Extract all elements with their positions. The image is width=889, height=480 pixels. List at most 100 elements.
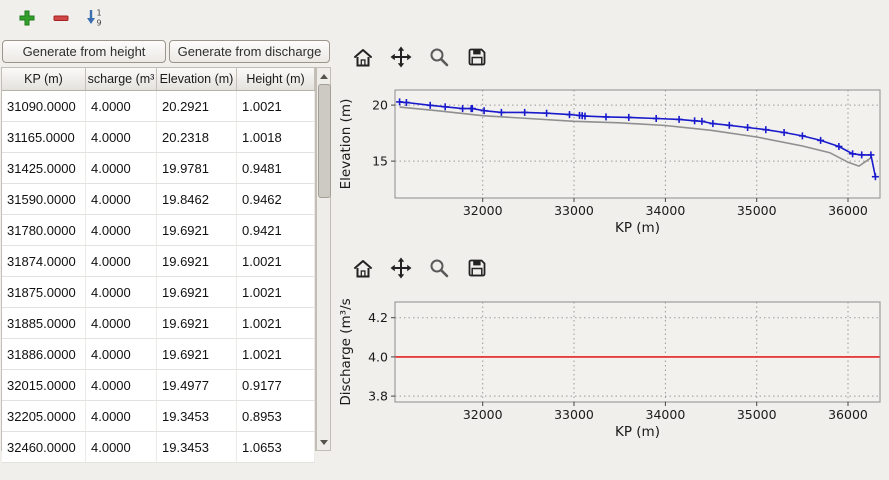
save-button[interactable] xyxy=(462,253,492,283)
table-cell[interactable]: 31165.0000 xyxy=(2,122,86,152)
table-cell[interactable]: 4.0000 xyxy=(86,215,157,245)
table-cell[interactable]: 4.0000 xyxy=(86,401,157,431)
table-cell[interactable]: 19.6921 xyxy=(157,339,237,369)
table-cell[interactable]: 4.0000 xyxy=(86,277,157,307)
column-header-kp[interactable]: KP (m) xyxy=(2,68,86,90)
column-header-discharge[interactable]: scharge (m³ xyxy=(86,68,157,90)
table-cell[interactable]: 20.2318 xyxy=(157,122,237,152)
table-cell[interactable]: 32205.0000 xyxy=(2,401,86,431)
table-header-row: KP (m) scharge (m³ Elevation (m) Height … xyxy=(2,68,315,91)
elevation-plot-toolbar xyxy=(348,42,492,72)
scrollbar-up-arrow[interactable] xyxy=(317,69,330,83)
table-cell[interactable]: 1.0021 xyxy=(237,277,315,307)
save-icon xyxy=(468,259,486,277)
table-cell[interactable]: 1.0653 xyxy=(237,432,315,462)
home-button[interactable] xyxy=(348,253,378,283)
table-cell[interactable]: 19.3453 xyxy=(157,401,237,431)
svg-text:34000: 34000 xyxy=(646,203,686,218)
table-cell[interactable]: 0.8953 xyxy=(237,401,315,431)
table-cell[interactable]: 0.9481 xyxy=(237,153,315,183)
table-cell[interactable]: 19.8462 xyxy=(157,184,237,214)
discharge-plot-toolbar xyxy=(348,253,492,283)
column-header-elevation[interactable]: Elevation (m) xyxy=(157,68,237,90)
table-cell[interactable]: 4.0000 xyxy=(86,122,157,152)
table-cell[interactable]: 0.9421 xyxy=(237,215,315,245)
table-cell[interactable]: 4.0000 xyxy=(86,246,157,276)
table-row[interactable]: 32205.0000 4.0000 19.3453 0.8953 xyxy=(2,401,315,432)
table-cell[interactable]: 31425.0000 xyxy=(2,153,86,183)
pan-icon xyxy=(390,257,412,279)
zoom-button[interactable] xyxy=(424,42,454,72)
pan-button[interactable] xyxy=(386,42,416,72)
table-row[interactable]: 32460.0000 4.0000 19.3453 1.0653 xyxy=(2,432,315,463)
table-cell[interactable]: 19.3453 xyxy=(157,432,237,462)
down-triangle-icon xyxy=(319,439,328,445)
table-cell[interactable]: 31090.0000 xyxy=(2,91,86,121)
table-row[interactable]: 31090.0000 4.0000 20.2921 1.0021 xyxy=(2,91,315,122)
table-row[interactable]: 31875.0000 4.0000 19.6921 1.0021 xyxy=(2,277,315,308)
y-axis-label: Elevation (m) xyxy=(338,99,354,190)
table-cell[interactable]: 31886.0000 xyxy=(2,339,86,369)
table-cell[interactable]: 1.0021 xyxy=(237,91,315,121)
table-row[interactable]: 31165.0000 4.0000 20.2318 1.0018 xyxy=(2,122,315,153)
scrollbar-down-arrow[interactable] xyxy=(317,435,330,449)
svg-text:15: 15 xyxy=(372,154,388,169)
table-cell[interactable]: 19.4977 xyxy=(157,370,237,400)
table-cell[interactable]: 31874.0000 xyxy=(2,246,86,276)
table-cell[interactable]: 19.9781 xyxy=(157,153,237,183)
table-cell[interactable]: 19.6921 xyxy=(157,246,237,276)
discharge-plot[interactable]: 32000 33000 34000 35000 36000 3.8 4.0 4.2 KP (m)… xyxy=(336,288,889,442)
table-cell[interactable]: 4.0000 xyxy=(86,370,157,400)
pan-button[interactable] xyxy=(386,253,416,283)
table-cell[interactable]: 4.0000 xyxy=(86,308,157,338)
table-cell[interactable]: 32015.0000 xyxy=(2,370,86,400)
table-cell[interactable]: 1.0021 xyxy=(237,308,315,338)
table-cell[interactable]: 19.6921 xyxy=(157,215,237,245)
table-cell[interactable]: 19.6921 xyxy=(157,277,237,307)
table-cell[interactable]: 31885.0000 xyxy=(2,308,86,338)
home-button[interactable] xyxy=(348,42,378,72)
column-header-height[interactable]: Height (m) xyxy=(237,68,315,90)
table-cell[interactable]: 4.0000 xyxy=(86,339,157,369)
table-cell[interactable]: 31590.0000 xyxy=(2,184,86,214)
y-axis-label: Discharge (m³/s xyxy=(338,298,354,405)
table-row[interactable]: 31590.0000 4.0000 19.8462 0.9462 xyxy=(2,184,315,215)
table-cell[interactable]: 4.0000 xyxy=(86,153,157,183)
table-row[interactable]: 32015.0000 4.0000 19.4977 0.9177 xyxy=(2,370,315,401)
table-row[interactable]: 31886.0000 4.0000 19.6921 1.0021 xyxy=(2,339,315,370)
table-cell[interactable]: 1.0021 xyxy=(237,246,315,276)
table-row[interactable]: 31425.0000 4.0000 19.9781 0.9481 xyxy=(2,153,315,184)
svg-text:35000: 35000 xyxy=(737,407,777,422)
remove-row-button[interactable] xyxy=(48,5,74,31)
table-scrollbar[interactable] xyxy=(316,67,331,451)
table-cell[interactable]: 1.0018 xyxy=(237,122,315,152)
table-cell[interactable]: 4.0000 xyxy=(86,184,157,214)
table-cell[interactable]: 1.0021 xyxy=(237,339,315,369)
sort-ascending-button[interactable]: 1 9 xyxy=(82,4,108,30)
add-row-button[interactable] xyxy=(14,5,40,31)
table-row[interactable]: 31885.0000 4.0000 19.6921 1.0021 xyxy=(2,308,315,339)
zoom-button[interactable] xyxy=(424,253,454,283)
table-cell[interactable]: 32460.0000 xyxy=(2,432,86,462)
table-cell[interactable]: 4.0000 xyxy=(86,91,157,121)
save-button[interactable] xyxy=(462,42,492,72)
table-row[interactable]: 31874.0000 4.0000 19.6921 1.0021 xyxy=(2,246,315,277)
plus-icon xyxy=(19,10,35,26)
table-row[interactable]: 31780.0000 4.0000 19.6921 0.9421 xyxy=(2,215,315,246)
generate-from-discharge-button[interactable]: Generate from discharge xyxy=(169,40,330,63)
generate-from-height-button[interactable]: Generate from height xyxy=(2,40,166,63)
svg-text:34000: 34000 xyxy=(646,407,686,422)
elevation-plot[interactable]: 32000 33000 34000 35000 36000 15 20 KP (m) Eleva… xyxy=(336,78,889,246)
table-cell[interactable]: 31875.0000 xyxy=(2,277,86,307)
zoom-icon xyxy=(430,48,449,67)
table-cell[interactable]: 0.9177 xyxy=(237,370,315,400)
scrollbar-thumb[interactable] xyxy=(318,84,331,198)
plots-panel: 32000 33000 34000 35000 36000 15 20 KP (m) Eleva… xyxy=(336,0,889,480)
home-icon xyxy=(354,259,372,277)
table-cell[interactable]: 19.6921 xyxy=(157,308,237,338)
table-cell[interactable]: 31780.0000 xyxy=(2,215,86,245)
table-cell[interactable]: 0.9462 xyxy=(237,184,315,214)
table-cell[interactable]: 4.0000 xyxy=(86,432,157,462)
table-cell[interactable]: 20.2921 xyxy=(157,91,237,121)
svg-text:20: 20 xyxy=(372,98,388,113)
